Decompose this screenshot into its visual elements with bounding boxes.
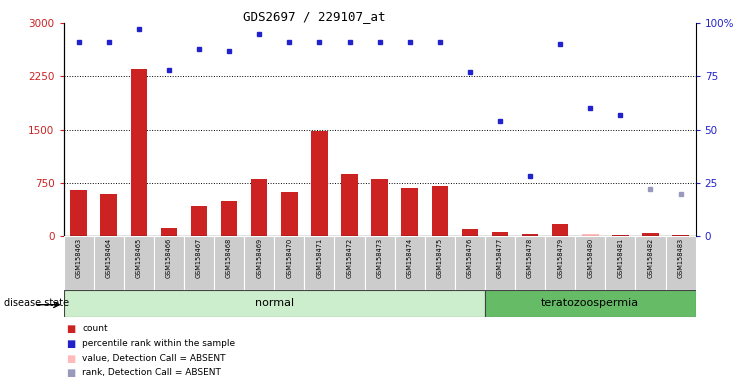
Bar — [395, 236, 425, 290]
Text: GSM158471: GSM158471 — [316, 238, 322, 278]
Text: percentile rank within the sample: percentile rank within the sample — [82, 339, 236, 348]
Bar — [131, 69, 147, 236]
Text: count: count — [82, 324, 108, 333]
Text: rank, Detection Call = ABSENT: rank, Detection Call = ABSENT — [82, 368, 221, 377]
Bar — [432, 187, 448, 236]
Bar — [515, 236, 545, 290]
Text: value, Detection Call = ABSENT: value, Detection Call = ABSENT — [82, 354, 226, 362]
Text: GSM158472: GSM158472 — [346, 238, 352, 278]
Text: GSM158464: GSM158464 — [105, 238, 111, 278]
Text: GSM158470: GSM158470 — [286, 238, 292, 278]
Bar — [64, 290, 485, 317]
Text: GSM158481: GSM158481 — [617, 238, 623, 278]
Bar — [605, 236, 636, 290]
Bar — [221, 200, 237, 236]
Bar — [666, 236, 696, 290]
Bar — [100, 194, 117, 236]
Bar — [425, 236, 455, 290]
Bar — [462, 229, 478, 236]
Bar — [281, 192, 298, 236]
Text: GSM158467: GSM158467 — [196, 238, 202, 278]
Text: GSM158469: GSM158469 — [257, 238, 263, 278]
Bar — [582, 234, 598, 236]
Bar — [485, 290, 696, 317]
Text: GSM158473: GSM158473 — [376, 238, 383, 278]
Text: GSM158479: GSM158479 — [557, 238, 563, 278]
Text: GSM158474: GSM158474 — [407, 238, 413, 278]
Bar — [184, 236, 214, 290]
Bar — [191, 205, 207, 236]
Bar — [70, 190, 87, 236]
Bar — [311, 131, 328, 236]
Bar — [402, 188, 418, 236]
Bar — [154, 236, 184, 290]
Text: GSM158463: GSM158463 — [76, 238, 82, 278]
Bar — [341, 174, 358, 236]
Bar — [94, 236, 123, 290]
Bar — [672, 235, 689, 236]
Text: GSM158480: GSM158480 — [587, 238, 593, 278]
Text: GSM158468: GSM158468 — [226, 238, 232, 278]
Bar — [371, 179, 388, 236]
Bar — [334, 236, 364, 290]
Text: GSM158476: GSM158476 — [467, 238, 473, 278]
Bar — [251, 179, 268, 236]
Text: GSM158482: GSM158482 — [648, 238, 654, 278]
Bar — [545, 236, 575, 290]
Bar — [161, 228, 177, 236]
Text: GSM158475: GSM158475 — [437, 238, 443, 278]
Text: GSM158466: GSM158466 — [166, 238, 172, 278]
Bar — [304, 236, 334, 290]
Bar — [636, 236, 666, 290]
Text: ■: ■ — [66, 354, 75, 364]
Text: ■: ■ — [66, 368, 75, 378]
Text: GSM158483: GSM158483 — [678, 238, 684, 278]
Bar — [455, 236, 485, 290]
Text: teratozoospermia: teratozoospermia — [542, 298, 640, 308]
Bar — [552, 224, 568, 236]
Text: GSM158465: GSM158465 — [136, 238, 142, 278]
Text: GSM158477: GSM158477 — [497, 238, 503, 278]
Text: GDS2697 / 229107_at: GDS2697 / 229107_at — [243, 10, 385, 23]
Bar — [491, 232, 509, 236]
Bar — [214, 236, 244, 290]
Bar — [582, 234, 598, 236]
Bar — [643, 233, 659, 236]
Text: disease state: disease state — [4, 298, 69, 308]
Text: GSM158478: GSM158478 — [527, 238, 533, 278]
Text: normal: normal — [255, 298, 294, 308]
Bar — [485, 236, 515, 290]
Bar — [275, 236, 304, 290]
Bar — [364, 236, 395, 290]
Text: ■: ■ — [66, 339, 75, 349]
Bar — [612, 235, 628, 236]
Bar — [575, 236, 605, 290]
Bar — [123, 236, 154, 290]
Bar — [244, 236, 275, 290]
Bar — [64, 236, 94, 290]
Text: ■: ■ — [66, 324, 75, 334]
Bar — [522, 234, 539, 236]
